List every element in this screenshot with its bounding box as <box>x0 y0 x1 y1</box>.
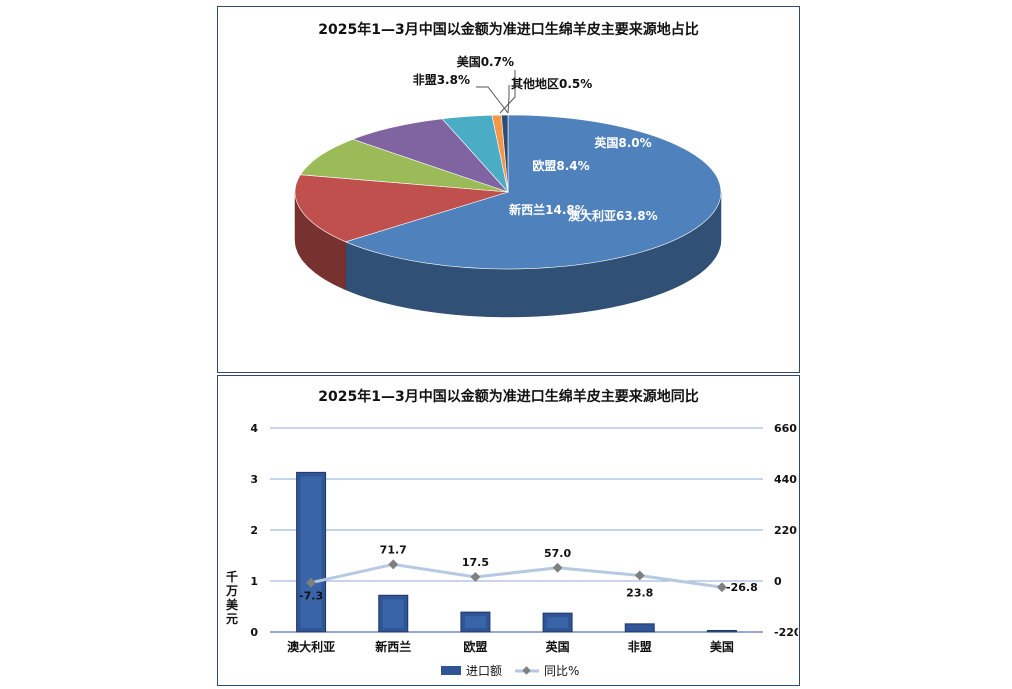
pie-slice-australia <box>344 114 722 270</box>
pie-label-other: 其他地区0.5% <box>511 76 592 91</box>
pie-slice-other <box>500 114 509 193</box>
yoy-point-2 <box>388 559 399 570</box>
bar-inner-2 <box>382 599 404 628</box>
yoy-point-5 <box>634 570 645 581</box>
x-tick-label: 英国 <box>546 639 570 654</box>
pie-slice-eu <box>299 138 509 193</box>
x-tick-label: 澳大利亚 <box>287 639 335 654</box>
x-tick-label: 欧盟 <box>463 639 487 654</box>
legend-line-marker <box>522 666 531 675</box>
pie-label-eu: 欧盟8.4% <box>532 158 589 173</box>
bar-inner-1 <box>300 476 322 628</box>
yoy-data-label: -7.3 <box>299 590 323 603</box>
yoy-point-3 <box>470 571 481 582</box>
pie-leader-other <box>507 85 510 114</box>
legend-line-label: 同比% <box>544 664 579 678</box>
pie-label-africa: 非盟3.8% <box>413 72 470 87</box>
bar-chart-title: 2025年1—3月中国以金额为准进口生绵羊皮主要来源地同比 <box>318 389 699 405</box>
yoy-data-label: 71.7 <box>380 543 407 556</box>
yoy-line <box>310 562 723 589</box>
pie-label-new-zealand: 新西兰14.8% <box>509 202 587 217</box>
y2-tick-label: -220 <box>774 626 798 639</box>
bar-inner-3 <box>464 616 486 628</box>
pie-leader-africa <box>476 86 509 114</box>
y2-tick-label: 220 <box>774 524 797 537</box>
pie-chart-title: 2025年1—3月中国以金额为准进口生绵羊皮主要来源地占比 <box>318 22 699 38</box>
bar-inner-4 <box>547 617 569 628</box>
pie-label-australia: 澳大利亚63.8% <box>568 208 658 223</box>
x-tick-label: 非盟 <box>628 639 652 654</box>
y-tick-label: 1 <box>250 575 258 588</box>
y2-tick-label: 440 <box>774 473 797 486</box>
pie-slice-uk <box>351 118 509 193</box>
y2-tick-label: 660 <box>774 422 797 435</box>
y-tick-label: 4 <box>250 422 258 435</box>
y-tick-label: 3 <box>250 473 258 486</box>
x-tick-label: 美国 <box>710 639 734 654</box>
yoy-data-label: 17.5 <box>462 556 489 569</box>
pie-slice-new-zealand <box>294 174 509 243</box>
bar-chart-panel: 2025年1—3月中国以金额为准进口生绵羊皮主要来源地同比 0 1 2 3 4 -220 0… <box>217 375 800 686</box>
y2-tick-label: 0 <box>774 575 782 588</box>
legend-bar-swatch <box>441 666 461 675</box>
yoy-data-label: -26.8 <box>726 581 758 594</box>
pie-chart-panel: 2025年1—3月中国以金额为准进口生绵羊皮主要来源地占比 澳大利亚63.8% 新… <box>217 6 800 373</box>
yoy-point-4 <box>552 562 563 573</box>
bar-6 <box>706 629 737 633</box>
x-tick-label: 新西兰 <box>375 639 411 654</box>
y-tick-label: 2 <box>250 524 258 537</box>
pie-chart: 澳大利亚63.8%新西兰14.8% 欧盟8.4% 英国8.0% 非盟3.8% 美国0.7… <box>294 54 722 318</box>
pie-leader-usa <box>499 70 516 114</box>
pie-label-uk: 英国8.0% <box>594 135 651 150</box>
pie-label-usa: 美国0.7% <box>457 54 514 69</box>
y-tick-label: 0 <box>250 626 258 639</box>
y-axis-label: 千万美元 <box>225 569 239 626</box>
yoy-data-label: 23.8 <box>626 586 653 599</box>
legend-bar-label: 进口额 <box>466 664 502 678</box>
yoy-data-label: 57.0 <box>544 547 571 560</box>
